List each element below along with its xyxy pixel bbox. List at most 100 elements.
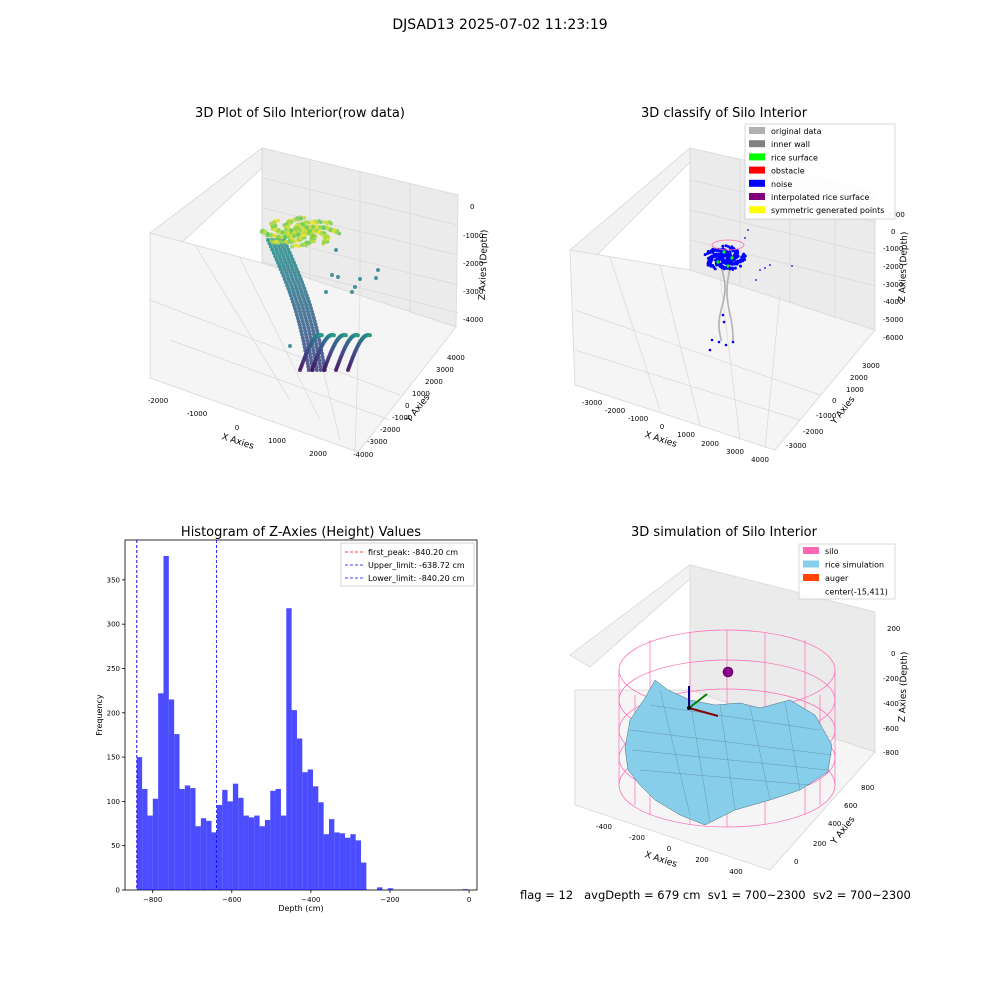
scatter-point <box>291 290 296 294</box>
point-noise <box>722 254 726 258</box>
scatter-point <box>276 260 280 265</box>
scatter-point <box>281 254 286 259</box>
scatter-point <box>320 355 325 359</box>
scatter-point <box>309 358 314 363</box>
point-original <box>731 328 734 331</box>
scatter-point <box>315 329 320 333</box>
point-noise <box>724 244 728 248</box>
scatter-point <box>301 296 306 301</box>
legend-label: silo <box>825 547 839 556</box>
scatter-point <box>304 335 309 340</box>
legend-swatch <box>803 560 819 568</box>
scatter-point <box>304 319 309 324</box>
x-tick-label: 0 <box>235 424 239 432</box>
point-original <box>728 309 731 312</box>
point-original <box>728 270 731 273</box>
histogram-bar <box>312 786 319 890</box>
scatter-point <box>290 299 295 304</box>
histogram-bar <box>259 826 265 890</box>
scatter-point <box>293 306 297 311</box>
scatter-point <box>312 351 316 356</box>
scatter-point <box>306 312 311 317</box>
scatter-point <box>328 228 333 233</box>
y-tick-label: 200 <box>107 709 120 717</box>
scatter-point <box>302 299 307 304</box>
scatter-point <box>297 296 302 301</box>
x-tick-label: −800 <box>143 896 162 904</box>
legend-label: first_peak: -840.20 cm <box>368 548 458 557</box>
scatter-point <box>270 247 275 252</box>
scatter-point <box>295 290 300 294</box>
scatter-point <box>308 335 313 340</box>
point-rice-surface <box>716 260 720 264</box>
legend-label: inner wall <box>771 140 810 149</box>
scatter-point <box>276 228 281 232</box>
scatter-point <box>318 364 323 369</box>
scatter-point <box>310 312 315 317</box>
scatter-point <box>289 283 294 288</box>
scatter-point <box>277 264 282 268</box>
point-noise <box>725 252 729 255</box>
scatter-point <box>374 276 378 280</box>
histogram-bar <box>296 738 303 890</box>
scatter-point <box>280 244 285 249</box>
histogram-bar <box>136 757 143 890</box>
z-ticks: -4000 -3000 -2000 -1000 0 <box>463 203 483 324</box>
scatter-point <box>281 273 286 278</box>
point-original <box>724 288 726 291</box>
scatter-point <box>297 283 302 288</box>
z-ticks: -6000 -5000 -4000 -3000 -2000 -1000 0 10… <box>883 211 905 342</box>
scatter-point <box>294 286 299 291</box>
point-original <box>728 311 731 314</box>
scatter-point <box>314 325 319 330</box>
point-original <box>727 276 730 279</box>
scatter-point <box>292 293 297 298</box>
scatter-point <box>300 293 305 298</box>
scatter-point <box>302 312 307 317</box>
scatter-point <box>288 280 292 285</box>
scatter-point <box>302 345 307 350</box>
point-original <box>726 294 729 297</box>
scatter-point <box>288 221 293 226</box>
scatter-point <box>294 277 299 281</box>
scatter-point <box>284 260 288 265</box>
scatter-point <box>317 361 322 366</box>
scatter-point <box>306 368 311 372</box>
y-tick-label: 1000 <box>412 390 430 398</box>
scatter-point <box>274 239 279 244</box>
histogram-bar <box>248 817 255 890</box>
scatter-point <box>298 325 303 330</box>
x-tick-label: 3000 <box>726 448 744 456</box>
z-tick-label: -3000 <box>883 281 903 289</box>
point-original <box>719 333 721 336</box>
y-tick-label: 0 <box>794 858 798 866</box>
scatter-point <box>296 232 301 237</box>
scatter-point <box>302 215 307 220</box>
point-noise <box>720 256 724 260</box>
z-tick-label: -4000 <box>463 316 483 324</box>
histogram-bar <box>254 815 260 890</box>
scatter-point <box>289 264 294 268</box>
scatter-point <box>273 223 278 228</box>
y-tick-label: 300 <box>107 621 120 629</box>
x-tick-label: −400 <box>301 896 320 904</box>
scatter-point <box>285 254 290 259</box>
legend-label: Upper_limit: -638.72 cm <box>368 561 465 570</box>
z-tick-label: -1000 <box>463 232 483 240</box>
scatter-point <box>289 254 294 259</box>
scatter-point <box>285 283 290 288</box>
scatter-point <box>280 230 285 235</box>
legend-swatch <box>803 547 819 554</box>
point-noise <box>730 266 734 270</box>
point-noise <box>722 320 726 324</box>
point-noise <box>721 313 725 317</box>
legend-label: rice surface <box>771 153 818 162</box>
point-original <box>726 296 729 299</box>
y-tick-label: -4000 <box>353 451 373 459</box>
point-original <box>719 311 722 313</box>
scatter-point <box>276 244 281 249</box>
scatter-point <box>306 309 310 314</box>
point-noise <box>710 258 714 262</box>
point-original <box>718 319 721 322</box>
scatter-point <box>308 233 313 237</box>
